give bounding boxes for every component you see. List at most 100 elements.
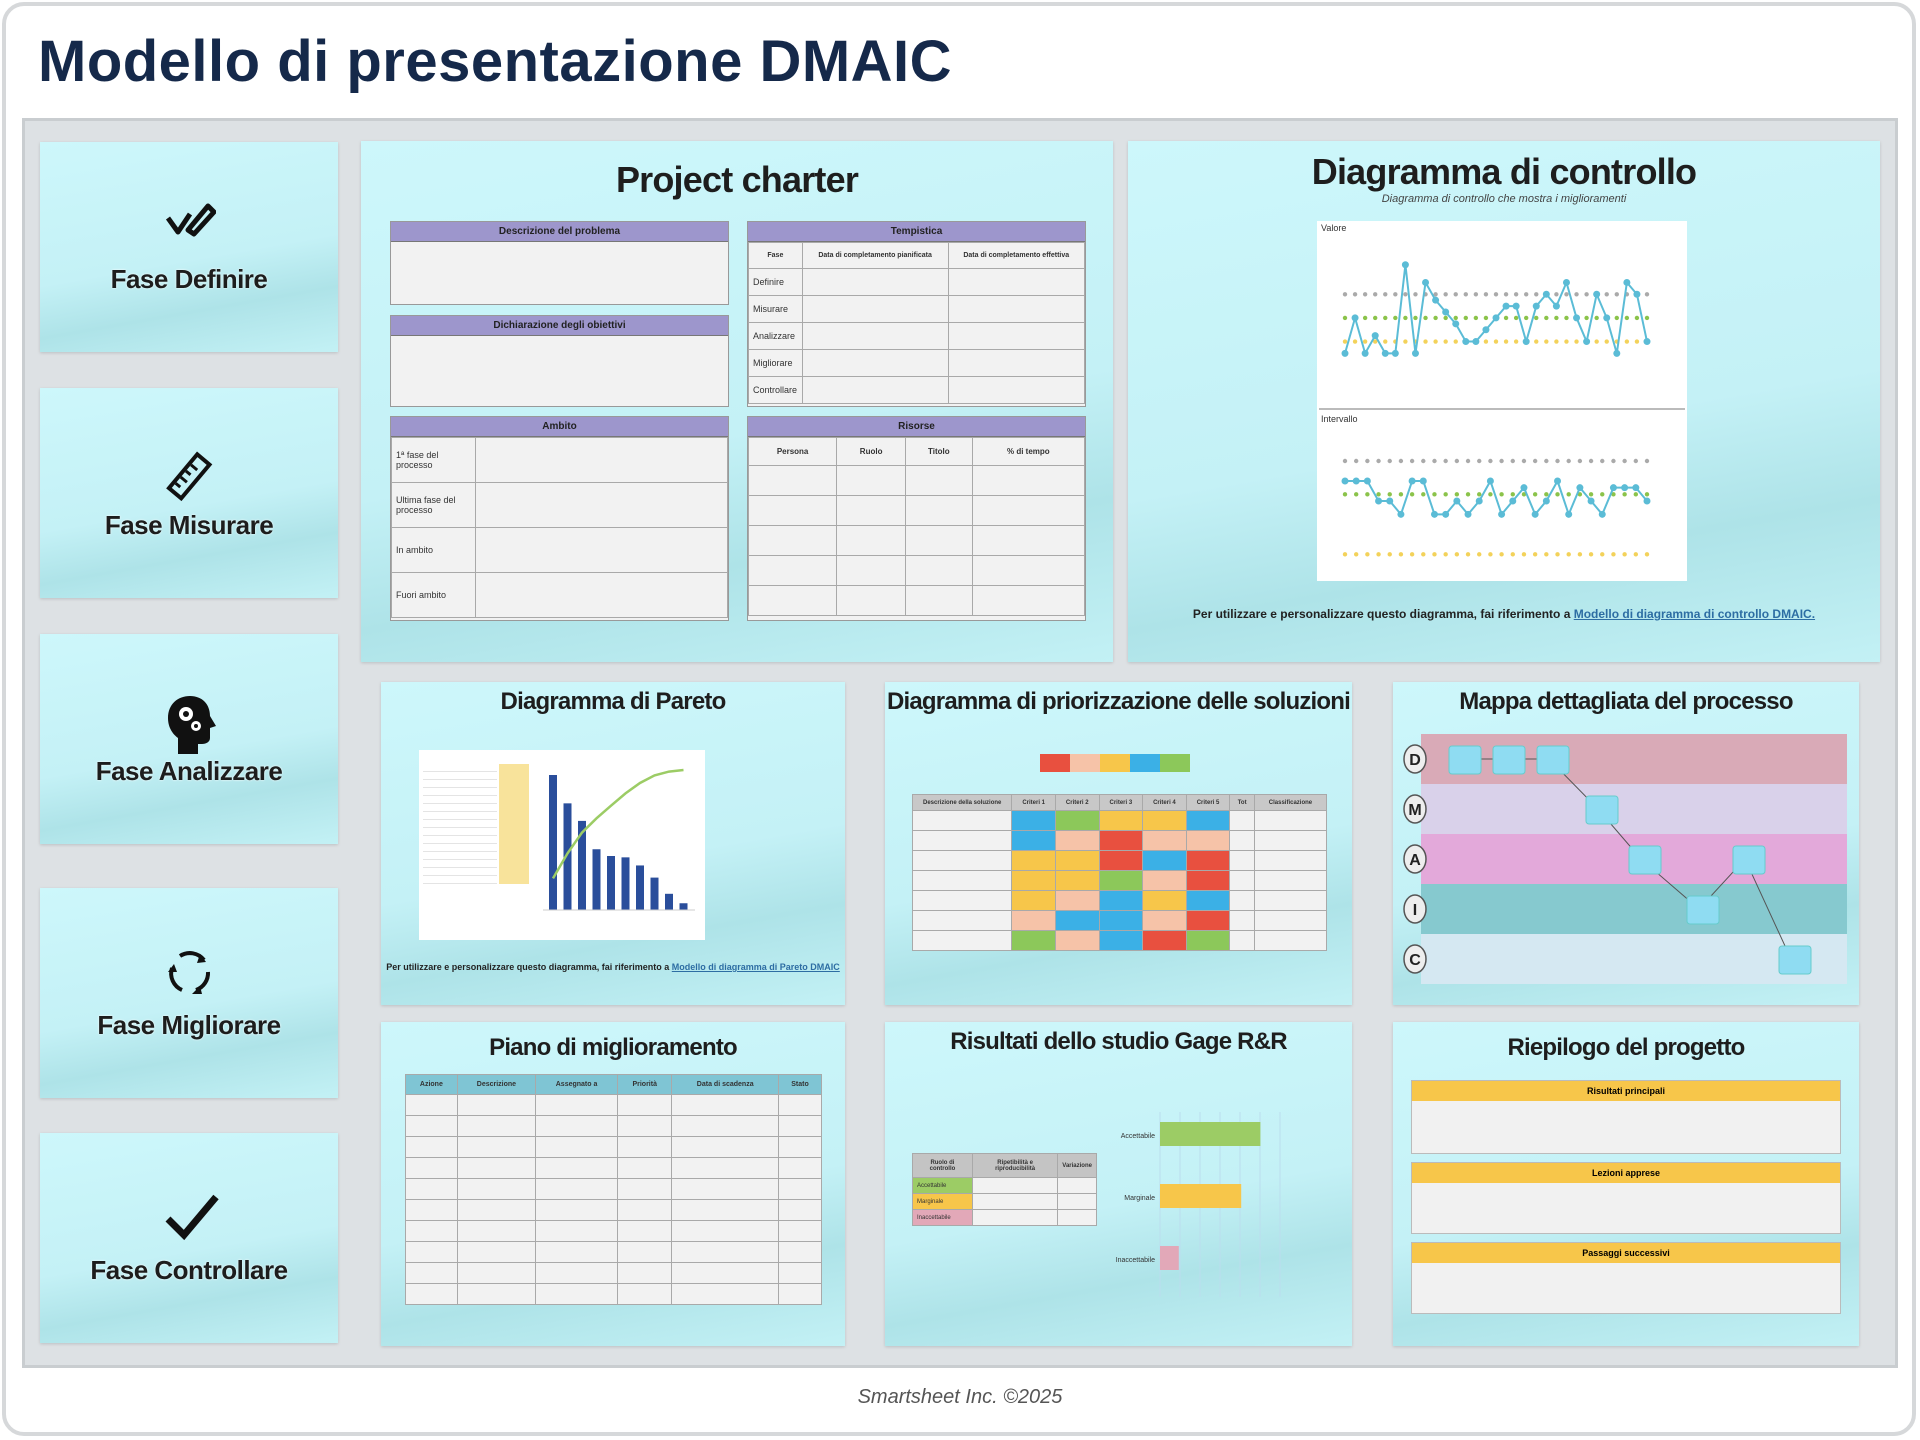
table-cell[interactable] (1229, 870, 1255, 891)
table-cell[interactable] (1054, 870, 1100, 891)
table-cell[interactable] (405, 1220, 458, 1242)
table-cell[interactable] (456, 1136, 537, 1158)
table-cell[interactable] (456, 1094, 537, 1116)
table-cell[interactable] (1098, 850, 1144, 871)
table-cell[interactable] (947, 295, 1085, 323)
control-chart-slide[interactable]: Diagramma di controllo Diagramma di cont… (1128, 141, 1880, 662)
table-cell[interactable] (617, 1115, 673, 1137)
table-cell[interactable] (1253, 890, 1328, 911)
table-cell[interactable] (911, 810, 1013, 831)
table-cell[interactable]: In ambito (391, 527, 476, 573)
project-charter-slide[interactable]: Project charter Descrizione del problema… (361, 141, 1113, 662)
table-cell[interactable] (747, 585, 838, 616)
table-cell[interactable] (1142, 890, 1187, 911)
table-cell[interactable] (836, 495, 907, 526)
table-cell[interactable] (905, 585, 973, 616)
table-cell[interactable] (1185, 830, 1231, 851)
pareto-slide[interactable]: Diagramma di Pareto Per utilizzare e per… (381, 682, 845, 1005)
process-step-box[interactable] (1492, 745, 1526, 775)
phase-measure-slide[interactable]: Fase Misurare (40, 388, 338, 598)
table-cell[interactable] (1185, 890, 1231, 911)
table-cell[interactable] (801, 376, 949, 404)
improvement-plan-slide[interactable]: Piano di miglioramento Azione Descrizione… (381, 1022, 845, 1346)
table-cell[interactable] (671, 1262, 780, 1284)
table-cell[interactable] (1098, 910, 1144, 931)
table-cell[interactable] (617, 1178, 673, 1200)
table-cell[interactable] (947, 349, 1085, 377)
table-cell[interactable] (971, 525, 1086, 556)
table-cell[interactable] (1011, 870, 1056, 891)
table-cell[interactable] (1185, 850, 1231, 871)
table-cell[interactable] (1229, 830, 1255, 851)
table-cell[interactable] (456, 1115, 537, 1137)
table-cell[interactable]: Migliorare (748, 349, 803, 377)
table-cell[interactable] (1229, 930, 1255, 951)
table-cell[interactable] (1098, 830, 1144, 851)
table-cell[interactable] (671, 1220, 780, 1242)
table-cell[interactable] (535, 1199, 619, 1221)
process-step-box[interactable] (1585, 795, 1619, 825)
process-step-box[interactable] (1686, 895, 1720, 925)
table-cell[interactable] (475, 572, 728, 618)
table-cell[interactable] (617, 1283, 673, 1305)
table-cell[interactable] (617, 1094, 673, 1116)
table-cell[interactable] (836, 585, 907, 616)
table-cell[interactable] (475, 482, 728, 528)
process-step-box[interactable] (1448, 745, 1482, 775)
table-cell[interactable] (1011, 850, 1056, 871)
table-cell[interactable] (1185, 870, 1231, 891)
table-cell[interactable] (971, 555, 1086, 586)
table-cell[interactable] (1098, 890, 1144, 911)
table-cell[interactable] (778, 1136, 822, 1158)
table-cell[interactable]: Accettabile (912, 1177, 973, 1194)
table-cell[interactable] (456, 1199, 537, 1221)
table-cell[interactable] (778, 1241, 822, 1263)
table-cell[interactable] (1054, 810, 1100, 831)
table-cell[interactable] (911, 870, 1013, 891)
table-cell[interactable] (947, 268, 1085, 296)
table-cell[interactable]: Ultima fase del processo (391, 482, 476, 528)
table-cell[interactable] (778, 1199, 822, 1221)
table-cell[interactable] (911, 830, 1013, 851)
table-cell[interactable] (1011, 810, 1056, 831)
table-cell[interactable] (1142, 850, 1187, 871)
table-cell[interactable] (535, 1283, 619, 1305)
table-cell[interactable] (971, 495, 1086, 526)
table-cell[interactable] (405, 1094, 458, 1116)
table-cell[interactable] (671, 1199, 780, 1221)
table-cell[interactable] (778, 1262, 822, 1284)
table-cell[interactable] (1142, 830, 1187, 851)
table-cell[interactable] (747, 525, 838, 556)
table-cell[interactable] (1054, 830, 1100, 851)
table-cell[interactable] (778, 1094, 822, 1116)
phase-define-slide[interactable]: Fase Definire (40, 142, 338, 352)
table-cell[interactable] (911, 850, 1013, 871)
table-cell[interactable] (617, 1199, 673, 1221)
table-cell[interactable] (456, 1157, 537, 1179)
table-cell[interactable] (671, 1094, 780, 1116)
table-cell[interactable] (1229, 850, 1255, 871)
table-cell[interactable] (1185, 930, 1231, 951)
table-cell[interactable] (905, 495, 973, 526)
table-cell[interactable] (1229, 890, 1255, 911)
table-cell[interactable] (617, 1241, 673, 1263)
table-cell[interactable] (535, 1262, 619, 1284)
table-cell[interactable] (1185, 910, 1231, 931)
table-cell[interactable] (747, 495, 838, 526)
table-cell[interactable] (1054, 890, 1100, 911)
table-cell[interactable] (778, 1115, 822, 1137)
table-cell[interactable] (1253, 850, 1328, 871)
table-cell[interactable] (971, 1209, 1059, 1226)
table-cell[interactable] (405, 1136, 458, 1158)
phase-control-slide[interactable]: Fase Controllare (40, 1133, 338, 1343)
table-cell[interactable] (747, 465, 838, 496)
table-cell[interactable] (1098, 930, 1144, 951)
table-cell[interactable] (456, 1178, 537, 1200)
table-cell[interactable] (747, 555, 838, 586)
table-cell[interactable]: Controllare (748, 376, 803, 404)
table-cell[interactable] (1229, 910, 1255, 931)
table-cell[interactable] (671, 1136, 780, 1158)
table-cell[interactable] (801, 268, 949, 296)
project-summary-slide[interactable]: Riepilogo del progetto Risultati princip… (1393, 1022, 1859, 1346)
table-cell[interactable]: Misurare (748, 295, 803, 323)
